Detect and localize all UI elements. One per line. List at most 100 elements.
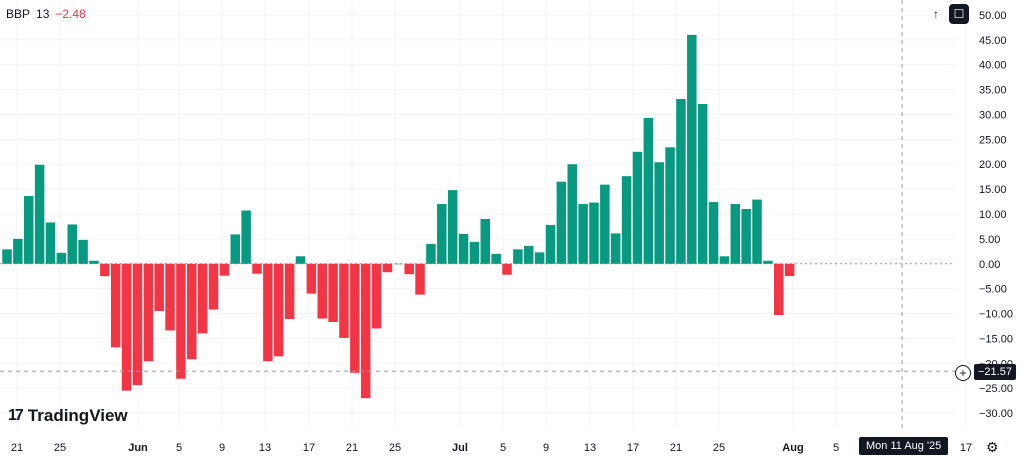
histogram-bar-52 <box>567 164 577 264</box>
histogram-bar-7 <box>78 239 88 264</box>
histogram-bar-45 <box>491 253 501 264</box>
x-tick-label-4: 9 <box>219 442 225 454</box>
histogram-bar-62 <box>676 99 686 264</box>
x-tick-label-18: 17 <box>960 442 972 454</box>
histogram-bar-43 <box>469 241 480 264</box>
histogram-bar-28 <box>306 263 317 294</box>
y-tick-label-9: 5.00 <box>979 234 1000 246</box>
histogram-bar-61 <box>665 147 675 264</box>
y-tick-label-13: −15.00 <box>979 333 1013 345</box>
time-axis[interactable]: 21 25 Jun 5 9 13 17 21 25 Jul 5 9 13 17 21 25 Aug 5 17 <box>11 442 972 454</box>
x-tick-label-7: 21 <box>346 442 358 454</box>
histogram-bar-2 <box>23 196 34 264</box>
y-tick-label-10: 0.00 <box>979 259 1000 271</box>
histogram-bar-5 <box>56 252 67 264</box>
legend-value: −2.48 <box>55 7 86 21</box>
x-tick-label-2: Jun <box>128 442 148 454</box>
histogram-bar-40 <box>437 204 447 264</box>
histogram-bar-10 <box>110 263 121 348</box>
histogram-bar-8 <box>89 260 99 264</box>
add-alert-plus-icon[interactable]: + <box>955 365 971 381</box>
histogram-bar-33 <box>360 263 371 399</box>
histogram-bar-18 <box>197 263 208 334</box>
y-tick-label-5: 25.00 <box>979 134 1007 146</box>
x-tick-label-13: 17 <box>627 442 639 454</box>
histogram-bar-42 <box>458 233 469 264</box>
x-tick-label-15: 25 <box>713 442 725 454</box>
histogram-bar-65 <box>708 202 719 264</box>
histogram-bar-70 <box>763 260 773 264</box>
x-tick-label-17: 5 <box>833 442 839 454</box>
fullscreen-icon[interactable]: ☐ <box>949 4 969 24</box>
x-tick-label-16: Aug <box>782 442 803 454</box>
histogram-bar-24 <box>263 263 273 362</box>
y-tick-label-11: −5.00 <box>979 284 1007 296</box>
histogram-bar-64 <box>697 104 708 264</box>
histogram-bar-51 <box>556 181 567 264</box>
tradingview-logo[interactable]: 17 TradingView <box>8 406 128 426</box>
x-tick-label-1: 25 <box>54 442 66 454</box>
y-tick-label-0: 50.00 <box>979 10 1007 22</box>
x-tick-label-3: 5 <box>176 442 182 454</box>
histogram-bar-17 <box>187 263 197 360</box>
x-tick-label-9: Jul <box>452 442 468 454</box>
histogram-bar-72 <box>784 263 795 277</box>
x-tick-label-5: 13 <box>259 442 271 454</box>
histogram-bar-0 <box>2 249 12 264</box>
histogram-bar-12 <box>132 263 143 386</box>
histogram-bar-22 <box>241 210 251 264</box>
histogram-bar-13 <box>143 263 154 362</box>
histogram-bar-50 <box>545 224 556 264</box>
histogram-bar-66 <box>719 256 730 264</box>
histogram-bar-27 <box>295 256 306 264</box>
y-tick-label-16: −30.00 <box>979 408 1013 420</box>
histogram-bar-35 <box>382 263 393 273</box>
histogram-bar-31 <box>339 263 349 338</box>
histogram-bar-59 <box>643 117 654 264</box>
histogram-bar-26 <box>284 263 295 320</box>
x-tick-label-0: 21 <box>11 442 23 454</box>
histogram-bar-14 <box>154 263 164 312</box>
histogram-bar-60 <box>654 162 664 264</box>
y-tick-label-2: 40.00 <box>979 60 1007 72</box>
price-axis[interactable]: 50.00 45.00 40.00 35.00 30.00 25.00 20.00 15.00… <box>979 10 1013 420</box>
histogram-bar-1 <box>13 238 23 264</box>
histogram-bar-11 <box>121 263 132 391</box>
indicator-legend[interactable]: BBP 13 −2.48 <box>6 7 86 21</box>
crosshair-date-label: Mon 11 Aug '25 <box>859 437 949 455</box>
tradingview-logo-text: TradingView <box>27 406 128 425</box>
histogram-bar-38 <box>415 263 425 295</box>
histogram-bar-15 <box>165 263 175 331</box>
histogram-bar-25 <box>274 263 284 357</box>
histogram-bar-4 <box>45 222 56 264</box>
histogram-bar-41 <box>447 190 458 264</box>
histogram-bar-19 <box>208 263 219 310</box>
histogram-bar-32 <box>350 263 360 373</box>
histogram-bar-71 <box>774 263 784 316</box>
x-tick-label-6: 17 <box>303 442 315 454</box>
crosshair-price-label: −21.57 <box>974 364 1016 380</box>
histogram-bar-21 <box>230 234 241 264</box>
histogram-bar-20 <box>219 263 230 276</box>
histogram-bar-30 <box>328 263 338 322</box>
histogram-bar-23 <box>252 263 262 274</box>
histogram-bar-49 <box>534 252 545 264</box>
y-tick-label-7: 15.00 <box>979 184 1007 196</box>
histogram-bar-55 <box>600 184 610 264</box>
arrow-up-icon[interactable]: ↑ <box>933 7 939 21</box>
histogram-bar-37 <box>404 263 414 275</box>
histogram-bar-16 <box>176 263 186 379</box>
y-tick-label-1: 45.00 <box>979 35 1007 47</box>
y-tick-label-8: 10.00 <box>979 209 1007 221</box>
histogram-bar-68 <box>741 209 751 264</box>
histogram-bar-39 <box>426 243 436 264</box>
histogram-bars <box>2 34 795 399</box>
x-tick-label-10: 5 <box>500 442 506 454</box>
histogram-bar-53 <box>578 204 588 264</box>
y-tick-label-3: 35.00 <box>979 85 1007 97</box>
settings-gear-icon[interactable]: ⚙ <box>986 439 999 455</box>
histogram-bar-29 <box>317 263 327 319</box>
histogram-bar-63 <box>687 34 697 264</box>
tradingview-logo-mark: 17 <box>8 407 24 424</box>
